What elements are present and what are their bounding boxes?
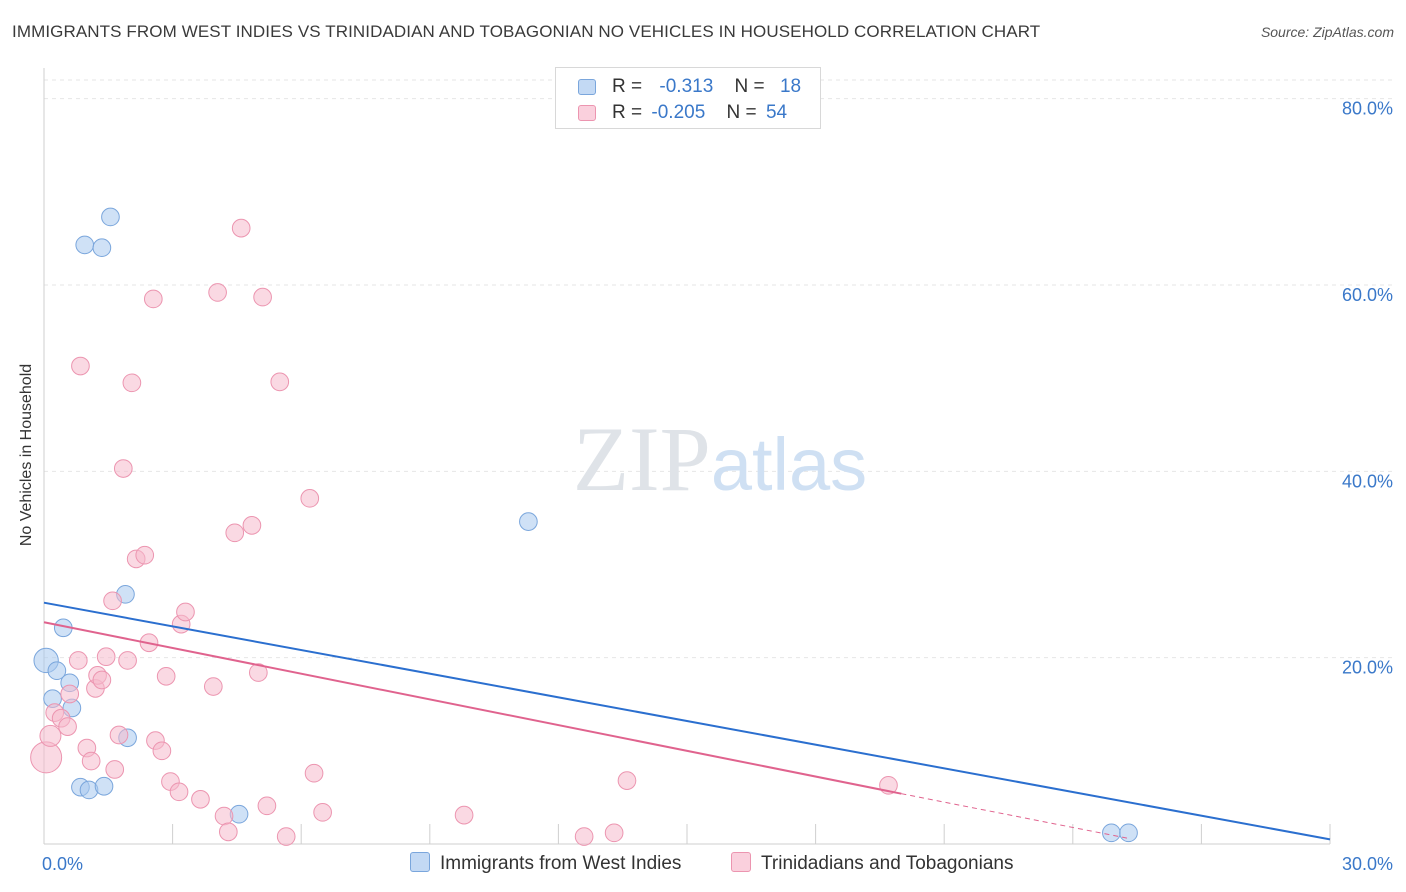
- bottom-legend-west-indies: Immigrants from West Indies: [410, 852, 681, 875]
- data-point: [58, 717, 77, 736]
- legend-r-label: R =: [612, 76, 643, 97]
- bottom-legend-label-trinidadian: Trinidadians and Tobagonians: [761, 853, 1014, 874]
- trend-line-trinidadian-extension: [901, 793, 1129, 839]
- data-point: [276, 827, 296, 846]
- data-point: [176, 602, 195, 622]
- data-point: [519, 512, 538, 531]
- data-point: [300, 489, 320, 508]
- data-point: [270, 372, 290, 392]
- trend-line-trinidadian: [43, 621, 902, 795]
- trend-lines: [43, 601, 1331, 841]
- chart-source: Source: ZipAtlas.com: [1260, 24, 1394, 40]
- data-point: [225, 523, 245, 543]
- y-tick-labels: 20.0% 40.0% 60.0% 80.0%: [1342, 99, 1393, 678]
- axes: [43, 68, 1331, 845]
- data-point: [143, 289, 163, 309]
- x-tick-label-min: 0.0%: [42, 854, 83, 874]
- data-point: [257, 796, 277, 816]
- chart-title: IMMIGRANTS FROM WEST INDIES VS TRINIDADI…: [12, 22, 1041, 41]
- stats-legend: R = -0.313 N = 18 R = -0.205 N = 54: [555, 67, 821, 129]
- legend-n-label: N =: [726, 102, 757, 123]
- bottom-legend-label-west-indies: Immigrants from West Indies: [440, 853, 682, 874]
- data-point: [118, 651, 137, 670]
- y-tick-label: 80.0%: [1342, 99, 1393, 119]
- data-point: [101, 207, 120, 227]
- data-point: [242, 516, 262, 535]
- x-tick-label-max: 30.0%: [1342, 854, 1393, 874]
- series-west-indies-points: [33, 207, 1138, 843]
- legend-r-label: R =: [612, 102, 643, 123]
- legend-n-label: N =: [734, 76, 765, 97]
- data-point: [191, 789, 210, 809]
- data-point: [96, 647, 116, 667]
- bottom-legend-trinidadian: Trinidadians and Tobagonians: [731, 852, 1013, 875]
- data-point: [169, 782, 189, 802]
- data-point: [617, 771, 637, 790]
- data-point: [47, 661, 67, 681]
- data-point: [39, 724, 62, 747]
- data-point: [313, 802, 332, 822]
- gridlines: [44, 79, 1392, 659]
- data-point: [75, 235, 95, 255]
- data-point: [30, 741, 63, 774]
- data-point: [1102, 823, 1121, 843]
- data-point: [105, 760, 125, 779]
- data-point: [60, 684, 80, 704]
- data-point: [1119, 823, 1138, 843]
- data-point: [203, 677, 223, 696]
- data-point: [214, 806, 234, 826]
- data-point: [68, 651, 88, 670]
- data-point: [71, 356, 90, 376]
- legend-swatch-blue: [578, 79, 596, 95]
- data-point: [135, 545, 155, 565]
- bottom-legend-swatch-pink: [731, 852, 751, 872]
- data-point: [109, 725, 129, 745]
- data-point: [156, 666, 176, 686]
- data-point: [604, 823, 624, 843]
- y-tick-label: 60.0%: [1342, 285, 1393, 305]
- y-tick-label: 20.0%: [1342, 658, 1393, 678]
- data-point: [304, 763, 324, 783]
- data-point: [81, 751, 101, 771]
- legend-n-value: 18: [779, 76, 802, 97]
- data-point: [113, 459, 133, 478]
- watermark: ZIPatlas: [573, 408, 867, 510]
- data-point: [454, 805, 474, 825]
- legend-swatch-pink: [578, 105, 596, 121]
- data-point: [249, 663, 268, 682]
- legend-r-value: -0.205: [651, 102, 706, 123]
- trend-line-west-indies: [43, 601, 1331, 841]
- data-point: [231, 218, 251, 238]
- data-point: [94, 776, 114, 796]
- data-point: [208, 283, 227, 302]
- data-point: [92, 670, 112, 690]
- data-point: [253, 287, 272, 307]
- data-point: [122, 373, 142, 393]
- data-point: [152, 741, 172, 761]
- series-trinidadian-points: [30, 218, 898, 846]
- bottom-legend-swatch-blue: [410, 852, 430, 872]
- x-tick-labels: 0.0% 30.0%: [42, 854, 1393, 874]
- data-point: [574, 827, 594, 846]
- data-point: [218, 822, 238, 842]
- y-tick-label: 40.0%: [1342, 471, 1393, 491]
- legend-r-value: -0.313: [659, 76, 714, 97]
- data-point: [103, 591, 122, 611]
- data-point: [92, 238, 112, 258]
- legend-n-value: 54: [765, 102, 788, 123]
